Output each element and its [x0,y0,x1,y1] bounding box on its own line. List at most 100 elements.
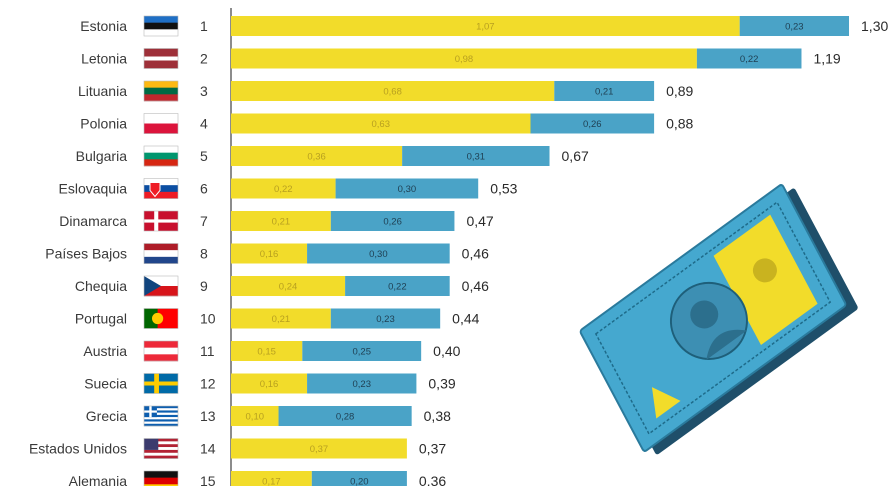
bar-segment-a [231,276,346,296]
segment-b-label: 0,23 [376,314,395,325]
flag-icon [143,80,179,102]
segment-b-label: 0,20 [350,477,369,486]
rank-label: 9 [200,278,208,294]
flag-icon [143,178,179,199]
bar-segment-a [231,113,531,134]
bar-segment-b [696,48,802,69]
rank-label: 2 [200,51,208,67]
bar-segment-b [307,373,417,394]
category-label: Lituania [78,83,127,99]
chart-row: Dinamarca 7 0,21 0,26 0,47 [59,210,494,232]
total-label: 1,19 [813,51,840,67]
category-label: Austria [83,343,127,359]
bar-segment-a [231,341,303,361]
chart-row: Eslovaquia 6 0,22 0,30 0,53 [59,178,518,199]
rank-label: 10 [200,311,216,327]
total-label: 0,46 [462,278,489,294]
chart-row: Chequia 9 0,24 0,22 0,46 [75,275,489,297]
flag-icon [143,438,179,459]
total-label: 0,46 [462,246,489,262]
category-label: Estonia [80,18,127,34]
segment-a-label: 0,68 [383,87,402,98]
rank-label: 11 [200,343,215,359]
segment-b-label: 0,22 [388,282,407,293]
bar-segment-a [231,81,555,101]
bar-segment-b [307,243,450,264]
chart-row: Lituania 3 0,68 0,21 0,89 [78,80,694,102]
total-label: 0,67 [562,148,589,164]
segment-a-label: 0,24 [279,282,298,293]
segment-a-label: 0,16 [260,249,279,260]
total-label: 0,88 [666,116,693,132]
segment-b-label: 0,22 [740,54,759,65]
flag-icon [143,15,179,37]
category-label: Alemania [69,473,128,486]
segment-a-label: 0,10 [246,412,265,423]
total-label: 0,37 [419,441,446,457]
bar-segment-a [231,373,308,394]
bar-segment-b [402,146,550,166]
segment-b-label: 0,26 [583,119,602,130]
segment-b-label: 0,30 [398,184,417,195]
bar-segment-a [231,178,336,199]
flag-icon [143,373,179,394]
segment-a-label: 0,21 [272,314,291,325]
chart-row: Austria 11 0,15 0,25 0,40 [83,340,461,362]
chart-rows: Estonia 1 1,07 0,23 1,30 Letonia 2 0,98 0,22 1,19… [29,15,888,486]
bar-segment-b [554,81,655,101]
bar-segment-b [530,113,655,134]
segment-b-label: 0,28 [336,412,355,423]
chart-row: Grecia 13 0,10 0,28 0,38 [86,405,451,427]
bar-segment-b [335,178,479,199]
bar-segment-b [330,211,455,231]
segment-a-label: 0,63 [372,119,391,130]
chart-row: Suecia 12 0,16 0,23 0,39 [84,373,456,394]
segment-a-label: 0,15 [257,347,276,358]
segment-a-label: 1,07 [476,22,495,33]
bar-segment-a [231,243,308,264]
total-label: 1,30 [861,18,888,34]
rank-label: 4 [200,116,208,132]
bar-segment-b [278,406,412,426]
flag-icon [143,470,179,486]
bar-segment-a [231,211,331,231]
banknote-triangle [651,387,681,419]
chart-row: Países Bajos 8 0,16 0,30 0,46 [45,243,489,264]
segment-a-label: 0,98 [455,54,474,65]
category-label: Letonia [81,51,127,67]
segment-a-label: 0,36 [307,152,326,163]
bar-segment-b [330,308,441,329]
total-label: 0,44 [452,311,479,327]
segment-a-label: 0,16 [260,379,279,390]
total-label: 0,53 [490,181,517,197]
category-label: Países Bajos [45,246,127,262]
segment-b-label: 0,23 [785,22,804,33]
bar-segment-b [345,276,450,296]
bar-segment-a [231,16,740,36]
chart-row: Letonia 2 0,98 0,22 1,19 [81,48,841,69]
total-label: 0,40 [433,343,460,359]
segment-b-label: 0,25 [352,347,371,358]
segment-a-label: 0,21 [272,217,291,228]
segment-a-label: 0,37 [310,444,329,455]
segment-b-label: 0,23 [352,379,371,390]
chart-row: Bulgaria 5 0,36 0,31 0,67 [76,145,589,167]
flag-icon [143,405,179,427]
category-label: Polonia [80,116,127,132]
bar-segment-a [231,406,279,426]
total-label: 0,36 [419,473,446,486]
chart-row: Polonia 4 0,63 0,26 0,88 [80,113,694,134]
flag-icon [143,210,179,232]
category-label: Chequia [75,278,127,294]
segment-b-label: 0,30 [369,249,388,260]
rank-label: 15 [200,473,216,486]
segment-a-label: 0,17 [262,477,281,486]
category-label: Portugal [75,311,127,327]
total-label: 0,39 [428,376,455,392]
category-label: Suecia [84,376,127,392]
chart-row: Estados Unidos 14 0,37 0,37 [29,438,446,459]
bar-segment-b [311,471,407,486]
total-label: 0,38 [424,408,451,424]
bar-segment-a [231,308,331,329]
